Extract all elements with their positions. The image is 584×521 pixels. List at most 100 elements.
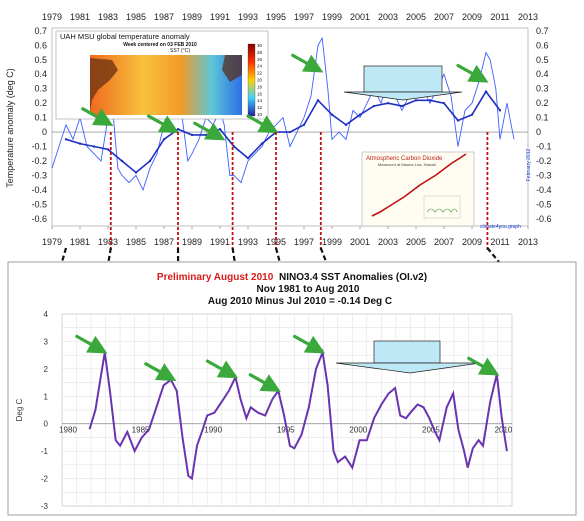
top-x-axis-lower: 1979 1981 1983 1985 1987 1989 1991 1993 1995 1997…: [42, 226, 538, 247]
top-y-tick-left: 0.7: [34, 26, 47, 36]
top-mean-point: [204, 133, 208, 137]
top-y-tick-right: 0.5: [536, 55, 549, 65]
sst-scale-label: 10: [257, 112, 263, 117]
plateau-block-arrow: [343, 65, 463, 101]
bottom-y-tick: -2: [41, 475, 49, 484]
sst-inset-title: Week centered on 03 FEB 2010: [123, 42, 197, 48]
sst-inset: UAH MSU global temperature anomaly Week …: [55, 30, 269, 120]
top-x-tick-upper: 1995: [266, 12, 286, 22]
bottom-green-arrow: [292, 334, 326, 354]
top-mean-point: [120, 159, 124, 163]
top-y-label: Temperature anomaly (deg C): [5, 68, 15, 188]
top-green-arrow: [291, 53, 324, 73]
top-mean-point: [484, 90, 488, 93]
top-y-axis-right: 0.7 0.6 0.5 0.4 0.3 0.2 0.1 0 -0.1 -0.2 -0.3 -0.4 -0…: [536, 26, 552, 224]
top-mean-point: [106, 148, 110, 151]
top-x-tick-lower: 1983: [98, 237, 118, 247]
bottom-green-arrow: [205, 359, 239, 379]
top-y-tick-left: -0.5: [31, 199, 47, 209]
bottom-green-arrow: [75, 334, 108, 354]
bottom-y-tick: 1: [44, 392, 49, 401]
top-plot-frame: [51, 27, 529, 227]
top-green-arrow: [246, 114, 279, 134]
top-y-tick-left: 0.5: [34, 55, 47, 65]
top-x-tick-lower: 1979: [42, 237, 62, 247]
sst-scale-label: 24: [257, 64, 263, 69]
top-y-tick-right: 0: [536, 127, 541, 137]
top-x-tick-upper: 1985: [126, 12, 146, 22]
black-connector: [486, 247, 500, 263]
top-mean-point: [344, 123, 348, 127]
top-x-tick-upper: 1989: [182, 12, 202, 22]
bottom-y-label: Deg C: [15, 398, 24, 421]
top-y-tick-right: 0.6: [536, 40, 549, 50]
top-mean-point: [302, 123, 306, 127]
top-green-arrow: [456, 63, 489, 83]
top-x-tick-upper: 2011: [490, 12, 509, 22]
top-green-arrow: [193, 121, 226, 141]
black-connector: [231, 247, 236, 263]
top-x-tick-upper: 2003: [378, 12, 398, 22]
top-y-tick-right: 0.2: [536, 98, 549, 108]
top-mean-point: [470, 113, 474, 116]
co2-inset-subtitle: Measured at Mauna Loa, Hawaii: [378, 162, 436, 167]
top-y-tick-right: 0.1: [536, 113, 549, 123]
bottom-y-tick: -1: [41, 447, 49, 456]
top-x-tick-lower: 1981: [70, 237, 90, 247]
top-y-tick-left: 0.6: [34, 40, 47, 50]
bottom-green-arrow: [248, 373, 281, 392]
top-y-tick-left: 0: [42, 127, 47, 137]
top-y-tick-left: 0.2: [34, 98, 47, 108]
top-x-tick-lower: 1995: [266, 237, 286, 247]
top-green-arrows: [81, 53, 489, 141]
sst-landmass: [90, 58, 118, 112]
top-x-tick-lower: 1993: [238, 237, 258, 247]
top-x-tick-lower: 1989: [182, 237, 202, 247]
top-x-tick-upper: 2005: [406, 12, 426, 22]
co2-inset-title: Atmospheric Carbon Dioxide: [366, 156, 443, 162]
bottom-x-tick: 1985: [132, 426, 150, 435]
top-mean-point: [358, 113, 362, 116]
top-x-tick-upper: 1991: [210, 12, 230, 22]
co2-curve: [371, 153, 467, 217]
bottom-title-red: Preliminary August 2010: [157, 272, 274, 283]
black-connector: [274, 247, 281, 263]
top-mean-point: [190, 133, 194, 137]
sst-scale-label: 30: [257, 43, 263, 48]
top-y-tick-left: 0.3: [34, 84, 47, 94]
top-y-tick-right: 0.4: [536, 69, 549, 79]
bottom-title-rest: NINO3.4 SST Anomalies (OI.v2): [279, 272, 427, 283]
top-chart-title: UAH MSU global temperature anomaly: [60, 32, 190, 41]
top-x-tick-upper: 1987: [154, 12, 174, 22]
black-connector: [60, 247, 68, 263]
top-y-tick-right: 0.7: [536, 26, 549, 36]
bottom-green-arrows: [75, 334, 500, 392]
top-mean-point: [78, 142, 82, 145]
nino34-series: [88, 348, 508, 481]
top-mean-point: [218, 127, 222, 131]
top-mean-point: [246, 156, 250, 160]
top-x-tick-upper: 1979: [42, 12, 62, 22]
top-mean-point: [400, 104, 404, 108]
bottom-title: Preliminary August 2010 NINO3.4 SST Anom…: [157, 272, 427, 283]
top-running-mean: [65, 90, 501, 174]
top-side-note: February 2012: [526, 149, 532, 182]
top-y-axis-left: 0.7 0.6 0.5 0.4 0.3 0.2 0.1 0 -0.1 -0.2 -0.3 -0.4 -0…: [31, 26, 47, 224]
top-x-tick-lower: 2005: [406, 237, 426, 247]
sst-scale-label: 18: [257, 84, 263, 89]
bottom-y-tick: 0: [44, 420, 49, 429]
bottom-green-arrow: [144, 362, 177, 381]
top-x-tick-upper: 1999: [322, 12, 342, 22]
bottom-y-tick: 3: [44, 337, 49, 346]
top-x-tick-lower: 1999: [322, 237, 342, 247]
bottom-x-tick: 1980: [59, 426, 77, 435]
top-mean-point: [134, 171, 138, 174]
sst-scale-label: 14: [257, 98, 263, 103]
top-y-tick-left: 0.1: [34, 113, 47, 123]
top-y-tick-left: -0.1: [31, 142, 47, 152]
top-x-tick-upper: 2009: [462, 12, 482, 22]
top-x-tick-lower: 1997: [294, 237, 314, 247]
bottom-y-tick: 4: [44, 310, 49, 319]
top-x-tick-upper: 1997: [294, 12, 314, 22]
top-y-tick-right: -0.4: [536, 185, 552, 195]
